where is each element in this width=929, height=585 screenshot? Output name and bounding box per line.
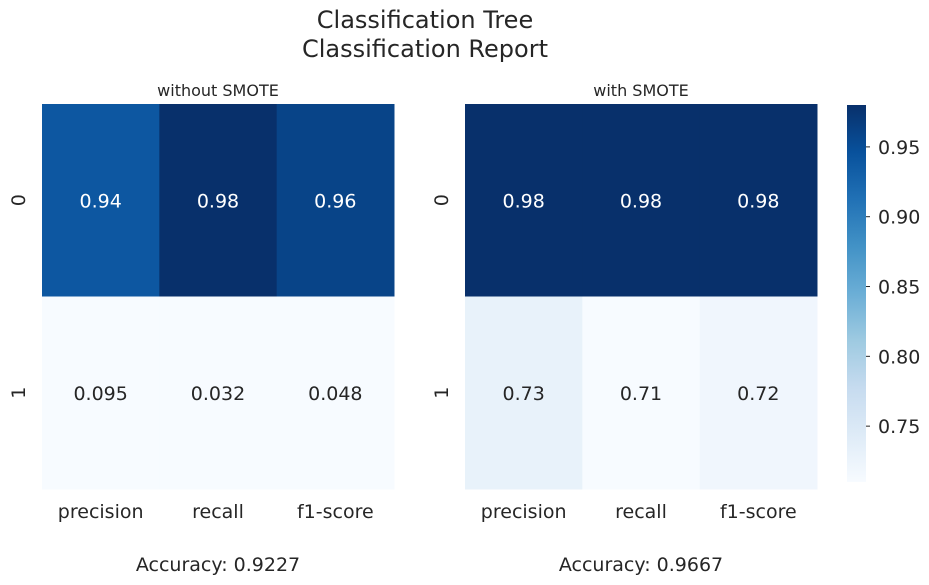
heatmap-cell <box>699 104 818 297</box>
y-tick-label: 0 <box>431 194 453 206</box>
y-tick-label: 0 <box>8 194 30 206</box>
x-tick-label: recall <box>192 501 244 523</box>
heatmap-cell <box>276 104 395 297</box>
cell-annotation: 0.98 <box>737 190 779 212</box>
colorbar-tick-label: 0.85 <box>878 277 920 299</box>
x-tick-label: precision <box>481 501 567 523</box>
cell-annotation: 0.095 <box>73 383 127 405</box>
cell-annotation: 0.72 <box>737 383 779 405</box>
heatmap-cell <box>582 104 701 297</box>
panel-title: with SMOTE <box>593 81 688 100</box>
heatmap-cell <box>42 296 160 490</box>
y-tick-label: 1 <box>8 387 30 399</box>
accuracy-label: Accuracy: 0.9227 <box>136 554 300 576</box>
colorbar-tick-label: 0.90 <box>878 207 920 229</box>
heatmap-cell <box>159 104 278 297</box>
x-tick-label: recall <box>615 501 667 523</box>
heatmap-cell <box>582 296 701 490</box>
heatmap-cell <box>276 296 395 490</box>
panel-title: without SMOTE <box>157 81 279 100</box>
x-tick-label: precision <box>58 501 144 523</box>
cell-annotation: 0.98 <box>620 190 662 212</box>
cell-annotation: 0.048 <box>308 383 362 405</box>
figure-title-line2: Classification Report <box>302 35 548 63</box>
heatmap-cell <box>42 104 160 297</box>
heatmap-cell <box>465 104 583 297</box>
cell-annotation: 0.96 <box>314 190 356 212</box>
cell-annotation: 0.032 <box>191 383 245 405</box>
heatmap-cell <box>159 296 278 490</box>
accuracy-label: Accuracy: 0.9667 <box>559 554 723 576</box>
cell-annotation: 0.71 <box>620 383 662 405</box>
cell-annotation: 0.94 <box>80 190 122 212</box>
x-tick-label: f1-score <box>720 501 797 523</box>
cell-annotation: 0.98 <box>197 190 239 212</box>
colorbar-tick-label: 0.75 <box>878 416 920 438</box>
x-tick-label: f1-score <box>297 501 374 523</box>
heatmap-cell <box>699 296 818 490</box>
heatmap-cell <box>465 296 583 490</box>
y-tick-label: 1 <box>431 387 453 399</box>
figure-title-line1: Classification Tree <box>316 6 534 34</box>
cell-annotation: 0.98 <box>503 190 545 212</box>
colorbar-tick-label: 0.95 <box>878 137 920 159</box>
colorbar <box>847 105 866 482</box>
colorbar-tick-label: 0.80 <box>878 346 920 368</box>
cell-annotation: 0.73 <box>503 383 545 405</box>
